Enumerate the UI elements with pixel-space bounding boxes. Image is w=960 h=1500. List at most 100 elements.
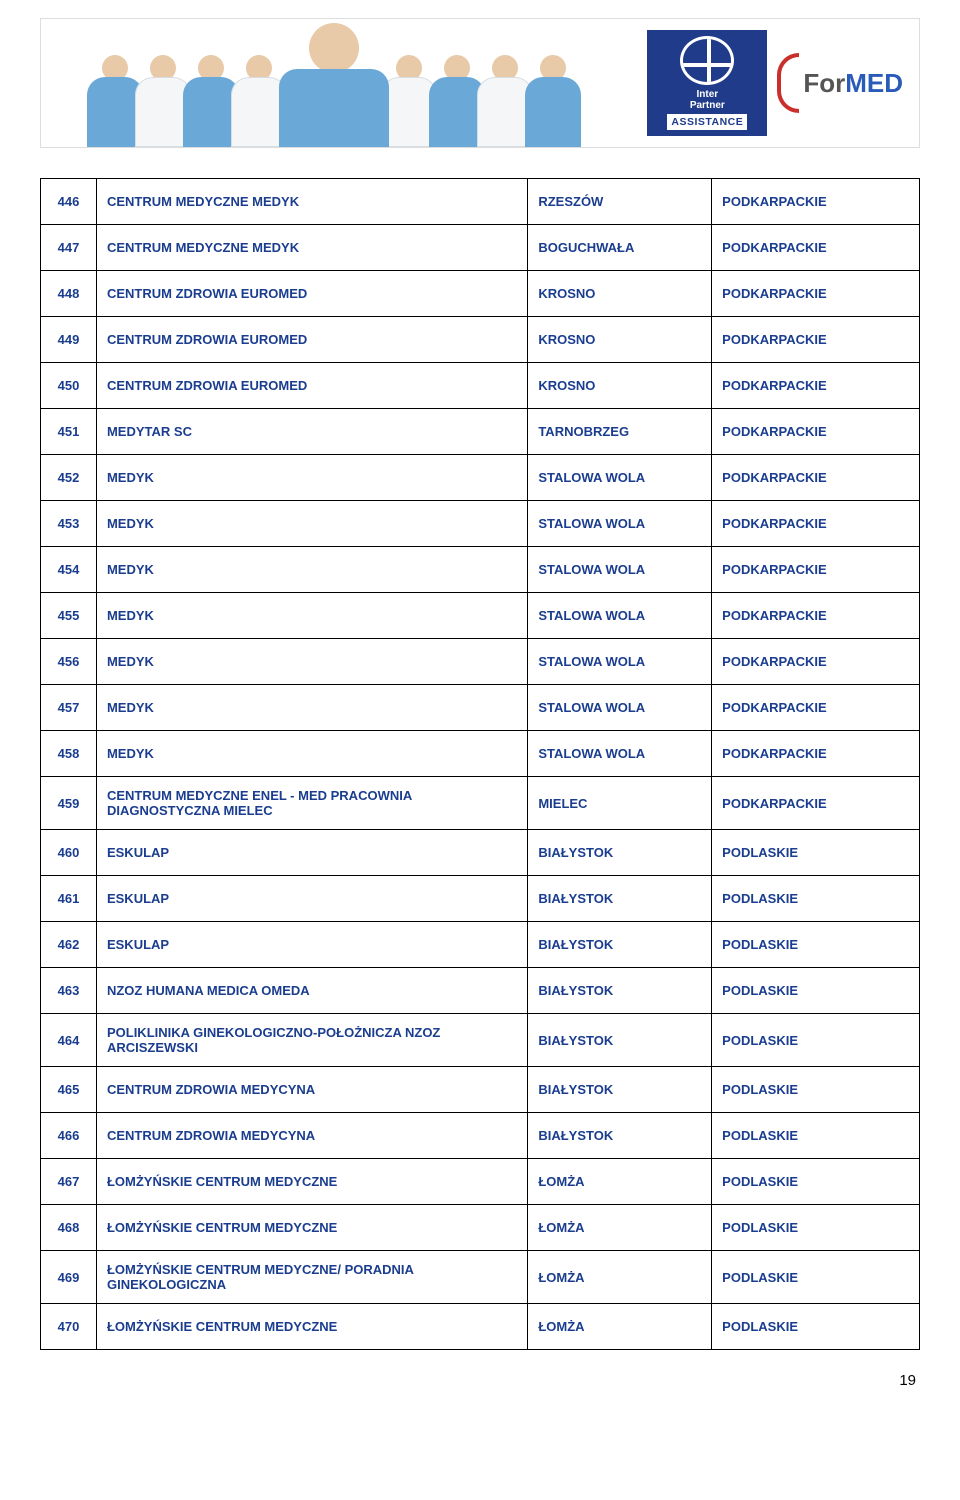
facility-city: ŁOMŻA xyxy=(528,1205,712,1251)
row-number: 455 xyxy=(41,593,97,639)
row-number: 451 xyxy=(41,409,97,455)
facility-region: PODKARPACKIE xyxy=(712,317,920,363)
table-row: 451MEDYTAR SCTARNOBRZEGPODKARPACKIE xyxy=(41,409,920,455)
facility-city: BIAŁYSTOK xyxy=(528,1067,712,1113)
facility-city: STALOWA WOLA xyxy=(528,501,712,547)
row-number: 447 xyxy=(41,225,97,271)
facility-name: CENTRUM ZDROWIA MEDYCYNA xyxy=(96,1067,527,1113)
formed-for: For xyxy=(803,68,845,99)
facility-city: STALOWA WOLA xyxy=(528,639,712,685)
facility-name: ŁOMŻYŃSKIE CENTRUM MEDYCZNE xyxy=(96,1304,527,1350)
facility-region: PODKARPACKIE xyxy=(712,225,920,271)
row-number: 454 xyxy=(41,547,97,593)
facility-name: CENTRUM ZDROWIA EUROMED xyxy=(96,363,527,409)
row-number: 463 xyxy=(41,968,97,1014)
facility-city: BIAŁYSTOK xyxy=(528,922,712,968)
facility-region: PODLASKIE xyxy=(712,968,920,1014)
facility-region: PODKARPACKIE xyxy=(712,685,920,731)
facility-city: STALOWA WOLA xyxy=(528,593,712,639)
ipa-line1: Inter xyxy=(696,89,718,100)
facility-region: PODKARPACKIE xyxy=(712,547,920,593)
row-number: 446 xyxy=(41,179,97,225)
table-row: 464POLIKLINIKA GINEKOLOGICZNO-POŁOŻNICZA… xyxy=(41,1014,920,1067)
table-row: 466CENTRUM ZDROWIA MEDYCYNABIAŁYSTOKPODL… xyxy=(41,1113,920,1159)
facility-region: PODLASKIE xyxy=(712,1014,920,1067)
facility-region: PODKARPACKIE xyxy=(712,455,920,501)
row-number: 458 xyxy=(41,731,97,777)
ipa-assistance-label: ASSISTANCE xyxy=(667,114,747,130)
facility-name: CENTRUM ZDROWIA EUROMED xyxy=(96,271,527,317)
inter-partner-assistance-logo: Inter Partner ASSISTANCE xyxy=(647,30,767,136)
facility-name: MEDYK xyxy=(96,685,527,731)
row-number: 470 xyxy=(41,1304,97,1350)
facility-city: BIAŁYSTOK xyxy=(528,876,712,922)
facility-name: NZOZ HUMANA MEDICA OMEDA xyxy=(96,968,527,1014)
facility-name: CENTRUM ZDROWIA MEDYCYNA xyxy=(96,1113,527,1159)
globe-icon xyxy=(680,36,734,85)
facility-city: BIAŁYSTOK xyxy=(528,1014,712,1067)
facility-region: PODLASKIE xyxy=(712,922,920,968)
row-number: 465 xyxy=(41,1067,97,1113)
row-number: 453 xyxy=(41,501,97,547)
table-row: 463NZOZ HUMANA MEDICA OMEDABIAŁYSTOKPODL… xyxy=(41,968,920,1014)
facility-city: ŁOMŻA xyxy=(528,1251,712,1304)
arc-icon xyxy=(777,53,799,113)
facility-city: BIAŁYSTOK xyxy=(528,1113,712,1159)
header-logos: Inter Partner ASSISTANCE ForMED xyxy=(647,30,919,136)
table-row: 462ESKULAPBIAŁYSTOKPODLASKIE xyxy=(41,922,920,968)
table-row: 458MEDYKSTALOWA WOLAPODKARPACKIE xyxy=(41,731,920,777)
table-row: 455MEDYKSTALOWA WOLAPODKARPACKIE xyxy=(41,593,920,639)
facility-name: MEDYK xyxy=(96,593,527,639)
facility-name: CENTRUM MEDYCZNE MEDYK xyxy=(96,225,527,271)
facility-region: PODLASKIE xyxy=(712,1113,920,1159)
formed-logo: ForMED xyxy=(777,53,903,113)
facility-name: MEDYK xyxy=(96,455,527,501)
facility-region: PODLASKIE xyxy=(712,1205,920,1251)
row-number: 468 xyxy=(41,1205,97,1251)
facility-city: STALOWA WOLA xyxy=(528,455,712,501)
facility-city: BIAŁYSTOK xyxy=(528,968,712,1014)
facility-name: MEDYK xyxy=(96,547,527,593)
row-number: 457 xyxy=(41,685,97,731)
row-number: 466 xyxy=(41,1113,97,1159)
table-row: 461ESKULAPBIAŁYSTOKPODLASKIE xyxy=(41,876,920,922)
table-row: 453MEDYKSTALOWA WOLAPODKARPACKIE xyxy=(41,501,920,547)
facility-name: MEDYK xyxy=(96,639,527,685)
row-number: 450 xyxy=(41,363,97,409)
row-number: 461 xyxy=(41,876,97,922)
table-row: 470ŁOMŻYŃSKIE CENTRUM MEDYCZNEŁOMŻAPODLA… xyxy=(41,1304,920,1350)
facility-city: RZESZÓW xyxy=(528,179,712,225)
facility-region: PODLASKIE xyxy=(712,1067,920,1113)
table-row: 467ŁOMŻYŃSKIE CENTRUM MEDYCZNEŁOMŻAPODLA… xyxy=(41,1159,920,1205)
facility-name: CENTRUM MEDYCZNE MEDYK xyxy=(96,179,527,225)
facility-city: MIELEC xyxy=(528,777,712,830)
row-number: 464 xyxy=(41,1014,97,1067)
table-row: 450CENTRUM ZDROWIA EUROMEDKROSNOPODKARPA… xyxy=(41,363,920,409)
facility-region: PODLASKIE xyxy=(712,1251,920,1304)
facility-city: STALOWA WOLA xyxy=(528,547,712,593)
facility-city: ŁOMŻA xyxy=(528,1159,712,1205)
facilities-table: 446CENTRUM MEDYCZNE MEDYKRZESZÓWPODKARPA… xyxy=(40,178,920,1350)
ipa-line2: Partner xyxy=(690,100,725,111)
row-number: 449 xyxy=(41,317,97,363)
table-row: 457MEDYKSTALOWA WOLAPODKARPACKIE xyxy=(41,685,920,731)
facility-name: MEDYTAR SC xyxy=(96,409,527,455)
facility-region: PODLASKIE xyxy=(712,876,920,922)
facility-name: CENTRUM MEDYCZNE ENEL - MED PRACOWNIA DI… xyxy=(96,777,527,830)
row-number: 459 xyxy=(41,777,97,830)
row-number: 448 xyxy=(41,271,97,317)
page-number: 19 xyxy=(40,1372,920,1389)
row-number: 462 xyxy=(41,922,97,968)
facility-name: MEDYK xyxy=(96,731,527,777)
facility-name: MEDYK xyxy=(96,501,527,547)
facility-region: PODKARPACKIE xyxy=(712,731,920,777)
row-number: 452 xyxy=(41,455,97,501)
table-row: 448CENTRUM ZDROWIA EUROMEDKROSNOPODKARPA… xyxy=(41,271,920,317)
table-row: 465CENTRUM ZDROWIA MEDYCYNABIAŁYSTOKPODL… xyxy=(41,1067,920,1113)
row-number: 456 xyxy=(41,639,97,685)
facility-city: ŁOMŻA xyxy=(528,1304,712,1350)
facility-city: TARNOBRZEG xyxy=(528,409,712,455)
formed-med: MED xyxy=(845,68,903,99)
facility-city: STALOWA WOLA xyxy=(528,731,712,777)
facility-region: PODLASKIE xyxy=(712,830,920,876)
